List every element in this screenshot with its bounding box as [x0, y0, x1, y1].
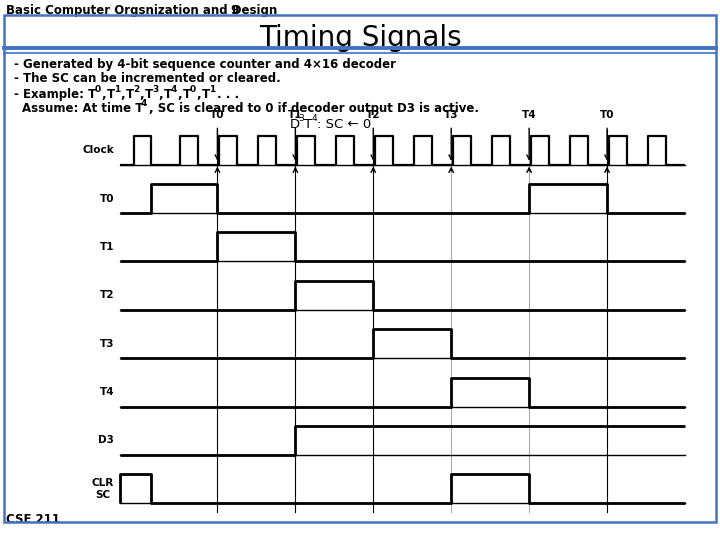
Text: T: T — [145, 88, 153, 101]
Text: Assume: At time T: Assume: At time T — [22, 102, 143, 115]
Text: - Generated by 4-bit sequence counter and 4×16 decoder: - Generated by 4-bit sequence counter an… — [14, 58, 396, 71]
Text: 9: 9 — [230, 4, 238, 17]
Text: T0: T0 — [210, 110, 225, 120]
Text: 4: 4 — [141, 99, 148, 108]
Text: T3: T3 — [444, 110, 459, 120]
Text: 0: 0 — [190, 85, 196, 94]
Text: CSE 211: CSE 211 — [6, 513, 60, 526]
Text: ,: , — [158, 88, 163, 101]
Text: ,: , — [120, 88, 125, 101]
Text: Basic Computer Orgsnization and Design: Basic Computer Orgsnization and Design — [6, 4, 277, 17]
Text: ,: , — [177, 88, 181, 101]
Text: 3: 3 — [152, 85, 158, 94]
Text: CLR
SC: CLR SC — [91, 478, 114, 500]
Text: T4: T4 — [522, 110, 536, 120]
Text: Timing Signals: Timing Signals — [258, 24, 462, 52]
Text: 1: 1 — [114, 85, 120, 94]
Text: - The SC can be incremented or cleared.: - The SC can be incremented or cleared. — [14, 72, 281, 85]
Text: . . .: . . . — [217, 88, 239, 101]
Text: T: T — [88, 88, 96, 101]
Text: , SC is cleared to 0 if decoder output D3 is active.: , SC is cleared to 0 if decoder output D… — [149, 102, 479, 115]
Text: 1: 1 — [209, 85, 215, 94]
Text: Clock: Clock — [82, 145, 114, 155]
Text: ,: , — [196, 88, 201, 101]
Text: : SC ← 0: : SC ← 0 — [317, 118, 372, 131]
Text: 3: 3 — [298, 114, 304, 123]
Text: T1: T1 — [288, 110, 302, 120]
Text: T2: T2 — [366, 110, 381, 120]
Text: T0: T0 — [99, 193, 114, 204]
Text: ,: , — [101, 88, 106, 101]
Text: 4: 4 — [312, 114, 318, 123]
Text: T: T — [126, 88, 134, 101]
Text: T2: T2 — [99, 291, 114, 300]
Text: T: T — [202, 88, 210, 101]
Text: T: T — [107, 88, 115, 101]
Text: T4: T4 — [99, 387, 114, 397]
Text: T0: T0 — [600, 110, 614, 120]
Text: T: T — [304, 118, 312, 131]
Text: T3: T3 — [99, 339, 114, 349]
Text: 0: 0 — [95, 85, 101, 94]
Text: D3: D3 — [98, 435, 114, 445]
Text: - Example:: - Example: — [14, 88, 92, 101]
Text: D: D — [290, 118, 300, 131]
Text: T: T — [164, 88, 172, 101]
Text: T: T — [183, 88, 191, 101]
Text: T1: T1 — [99, 242, 114, 252]
Text: 4: 4 — [171, 85, 177, 94]
Text: 2: 2 — [133, 85, 139, 94]
Text: ,: , — [139, 88, 143, 101]
